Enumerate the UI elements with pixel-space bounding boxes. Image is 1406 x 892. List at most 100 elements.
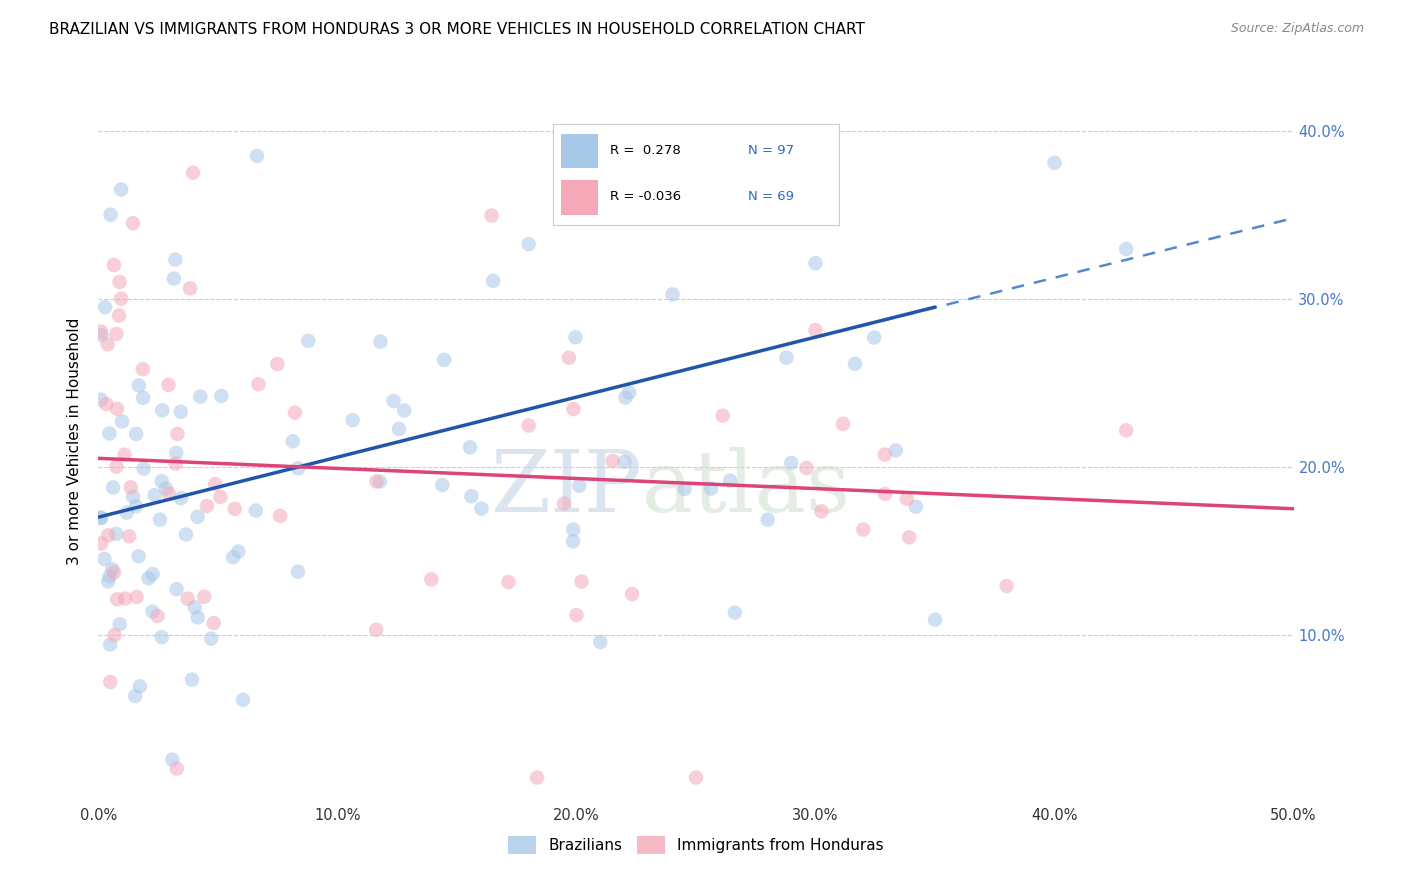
Point	[382, 394, 405, 409]
Point	[105, 326, 128, 341]
Point	[804, 323, 827, 337]
Point	[149, 513, 172, 527]
Text: Source: ZipAtlas.com: Source: ZipAtlas.com	[1230, 22, 1364, 36]
Point	[810, 504, 832, 518]
Point	[125, 426, 148, 441]
Point	[209, 389, 232, 403]
Point	[110, 292, 132, 306]
Point	[458, 440, 481, 454]
Point	[187, 610, 209, 624]
Point	[562, 523, 585, 537]
Point	[166, 426, 188, 441]
Point	[1043, 156, 1066, 170]
Point	[165, 457, 187, 471]
Text: BRAZILIAN VS IMMIGRANTS FROM HONDURAS 3 OR MORE VEHICLES IN HOUSEHOLD CORRELATIO: BRAZILIAN VS IMMIGRANTS FROM HONDURAS 3 …	[49, 22, 865, 37]
Point	[342, 413, 364, 427]
Point	[875, 487, 897, 501]
Point	[460, 489, 482, 503]
Point	[832, 417, 855, 431]
Point	[432, 478, 454, 492]
Point	[193, 590, 215, 604]
Point	[924, 613, 946, 627]
Point	[526, 771, 548, 785]
Point	[157, 486, 180, 500]
Point	[98, 569, 121, 583]
Point	[101, 562, 124, 576]
Point	[90, 536, 112, 550]
Point	[482, 274, 505, 288]
Point	[132, 391, 155, 405]
Point	[780, 456, 803, 470]
Point	[97, 528, 120, 542]
Point	[90, 392, 112, 407]
Point	[562, 534, 585, 549]
Point	[110, 182, 132, 196]
Point	[287, 461, 309, 475]
Point	[724, 606, 747, 620]
Point	[141, 605, 163, 619]
Point	[852, 523, 875, 537]
Point	[103, 258, 125, 272]
Point	[142, 567, 165, 582]
Point	[269, 508, 291, 523]
Point	[1115, 242, 1137, 256]
Point	[863, 330, 886, 344]
Point	[202, 616, 225, 631]
Point	[146, 609, 169, 624]
Point	[93, 552, 115, 566]
Point	[804, 256, 827, 270]
Point	[108, 309, 131, 323]
Point	[162, 753, 184, 767]
Text: atlas: atlas	[643, 447, 851, 530]
Point	[571, 574, 593, 589]
Point	[388, 422, 411, 436]
Point	[558, 351, 581, 365]
Point	[132, 362, 155, 376]
Point	[143, 488, 166, 502]
Point	[111, 414, 134, 428]
Point	[187, 509, 209, 524]
Point	[284, 406, 307, 420]
Point	[105, 526, 128, 541]
Point	[150, 474, 173, 488]
Point	[90, 325, 112, 339]
Point	[589, 635, 612, 649]
Point	[222, 550, 245, 565]
Point	[226, 544, 249, 558]
Point	[366, 623, 388, 637]
Point	[114, 448, 136, 462]
Point	[517, 418, 540, 433]
Point	[166, 762, 188, 776]
Point	[796, 461, 818, 475]
Point	[181, 166, 204, 180]
Point	[209, 490, 232, 504]
Point	[246, 149, 269, 163]
Point	[873, 448, 896, 462]
Point	[105, 401, 128, 416]
Point	[896, 491, 918, 506]
Point	[247, 377, 270, 392]
Point	[100, 208, 122, 222]
Point	[97, 337, 120, 351]
Legend: Brazilians, Immigrants from Honduras: Brazilians, Immigrants from Honduras	[502, 830, 890, 860]
Point	[98, 638, 121, 652]
Point	[157, 377, 180, 392]
Point	[200, 632, 222, 646]
Point	[183, 600, 205, 615]
Point	[105, 459, 128, 474]
Point	[898, 530, 921, 544]
Point	[481, 209, 503, 223]
Point	[103, 566, 125, 580]
Point	[120, 480, 142, 494]
Point	[562, 402, 585, 417]
Point	[125, 590, 148, 604]
Point	[170, 405, 193, 419]
Point	[165, 446, 187, 460]
Point	[132, 461, 155, 475]
Point	[685, 771, 707, 785]
Point	[420, 573, 443, 587]
Point	[103, 628, 125, 642]
Point	[115, 506, 138, 520]
Point	[96, 397, 118, 411]
Point	[90, 510, 112, 524]
